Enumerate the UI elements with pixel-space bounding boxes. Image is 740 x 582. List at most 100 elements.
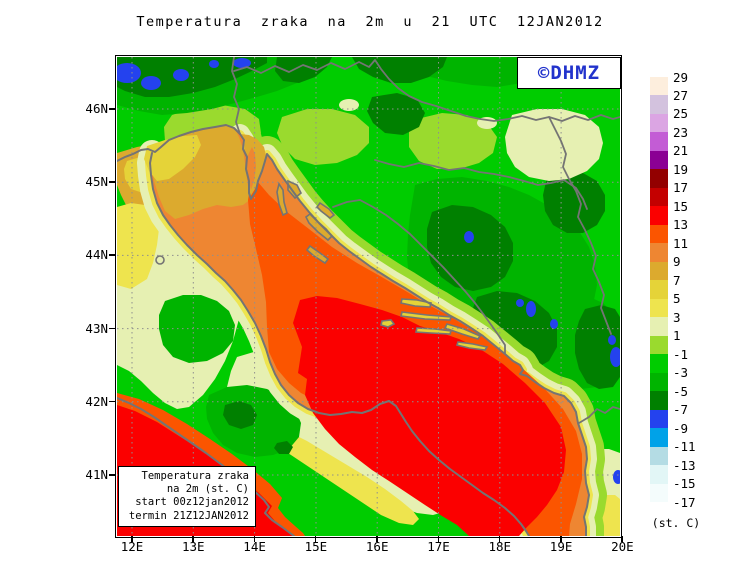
colorbar-tick-label: -3 xyxy=(673,365,689,381)
contour-region xyxy=(608,335,616,345)
x-axis-tick-mark xyxy=(560,536,562,542)
colorbar-swatch xyxy=(650,391,668,411)
y-axis-tick-mark xyxy=(109,254,116,256)
colorbar-tick-label: 27 xyxy=(673,87,689,103)
graticule-parallels xyxy=(117,108,620,476)
contour-region xyxy=(533,138,557,152)
colorbar-swatch xyxy=(650,243,668,263)
contour-region xyxy=(613,470,620,484)
colorbar-swatch xyxy=(650,409,668,429)
island-rab xyxy=(315,201,336,220)
x-axis-tick-label: 12E xyxy=(120,539,144,554)
y-axis-tick-mark xyxy=(109,400,116,403)
colorbar-tick-label: 13 xyxy=(673,217,689,233)
contour-region xyxy=(277,109,369,165)
x-axis-tick-label: 20E xyxy=(611,539,634,554)
colorbar-swatch xyxy=(650,298,668,318)
colorbar xyxy=(650,77,668,503)
x-axis-tick-label: 17E xyxy=(427,539,450,554)
colorbar-swatch xyxy=(650,187,668,207)
contour-region xyxy=(409,113,497,169)
colorbar-tick-label: -15 xyxy=(673,476,696,492)
contour-yellow-left xyxy=(117,203,159,289)
border-north xyxy=(233,59,620,122)
colorbar-swatch xyxy=(650,95,668,115)
y-axis-tick-label: 46N xyxy=(85,101,108,116)
colorbar-tick-label: 7 xyxy=(673,272,681,288)
y-axis-tick-label: 45N xyxy=(85,174,108,190)
temperature-map xyxy=(117,57,620,536)
colorbar-swatch xyxy=(650,132,668,152)
colorbar-tick-label: -5 xyxy=(673,383,689,399)
contour-region xyxy=(233,58,251,68)
colorbar-tick-label: 17 xyxy=(673,180,689,196)
x-axis-tick-label: 15E xyxy=(304,539,328,554)
contour-region xyxy=(464,231,474,243)
colorbar-tick-label: 9 xyxy=(673,254,681,270)
x-axis-tick-label: 13E xyxy=(182,539,205,554)
x-axis-tick-label: 16E xyxy=(365,539,389,554)
x-axis-tick-mark xyxy=(192,536,194,542)
colorbar-swatch xyxy=(650,113,668,133)
y-axis-tick-label: 42N xyxy=(85,393,108,409)
country-borders xyxy=(231,57,620,424)
island-cres xyxy=(276,182,288,217)
coast-italy-east xyxy=(149,152,530,536)
colorbar-swatch xyxy=(650,77,668,96)
colorbar-swatch xyxy=(650,169,668,189)
contour-region xyxy=(223,401,257,429)
colorbar-tick-label: 5 xyxy=(673,291,681,307)
contour-region xyxy=(516,299,524,307)
info-line: termin 21Z12JAN2012 xyxy=(128,509,249,522)
colorbar-swatch xyxy=(650,335,668,355)
colorbar-tick-label: 15 xyxy=(673,198,689,214)
colorbar-swatch xyxy=(650,224,668,244)
info-line: start 00z12jan2012 xyxy=(135,496,249,509)
contour-region xyxy=(610,347,620,367)
border-italy-slovenia xyxy=(231,57,241,135)
border-east xyxy=(548,116,612,335)
lake-trasimeno xyxy=(155,255,165,265)
x-axis-tick-mark xyxy=(437,536,440,542)
colorbar-tick-label: -11 xyxy=(673,439,696,455)
dhmz-watermark-label: ©DHMZ xyxy=(537,62,601,84)
contour-region xyxy=(550,319,558,329)
colorbar-swatch xyxy=(650,354,668,374)
island-dugi-otok xyxy=(305,244,330,265)
colorbar-tick-label: 19 xyxy=(673,161,689,177)
border-sava xyxy=(374,159,588,210)
x-axis-tick-label: 19E xyxy=(549,539,573,554)
x-axis-tick-mark xyxy=(253,536,256,542)
contour-region xyxy=(117,63,141,83)
colorbar-swatch xyxy=(650,280,668,300)
contour-region xyxy=(274,441,293,454)
y-axis-tick-mark xyxy=(109,327,116,330)
y-axis-tick-label: 41N xyxy=(85,467,108,482)
x-axis-tick-mark xyxy=(131,536,133,542)
colorbar-swatch xyxy=(650,206,668,226)
x-axis-tick-mark xyxy=(376,536,378,542)
contour-region xyxy=(526,301,536,317)
contour-region xyxy=(275,57,332,83)
border-croatia-bosnia xyxy=(332,199,506,355)
colorbar-swatch xyxy=(650,465,668,484)
x-axis-tick-mark xyxy=(621,536,623,542)
page-title: Temperatura zraka na 2m u 21 UTC 12JAN20… xyxy=(136,14,604,30)
contour-region xyxy=(427,205,513,291)
colorbar-tick-label: 29 xyxy=(673,69,689,85)
x-axis-tick-label: 18E xyxy=(488,539,512,554)
colorbar-swatch xyxy=(650,483,668,503)
coast-north-adriatic xyxy=(117,124,241,162)
info-line: na 2m (st. C) xyxy=(166,483,249,496)
colorbar-tick-label: 21 xyxy=(673,143,689,159)
colorbar-tick-label: 23 xyxy=(673,124,689,140)
island-peljesac xyxy=(443,323,482,340)
colorbar-swatch xyxy=(650,428,668,448)
island-vis xyxy=(380,319,396,328)
contour-dark-green xyxy=(117,57,620,389)
coast-balkan xyxy=(239,133,590,536)
x-axis-tick-label: 14E xyxy=(243,539,266,554)
colorbar-swatch xyxy=(650,372,668,392)
colorbar-tick-label: 11 xyxy=(673,235,689,251)
x-axis-tick-mark xyxy=(314,536,317,542)
